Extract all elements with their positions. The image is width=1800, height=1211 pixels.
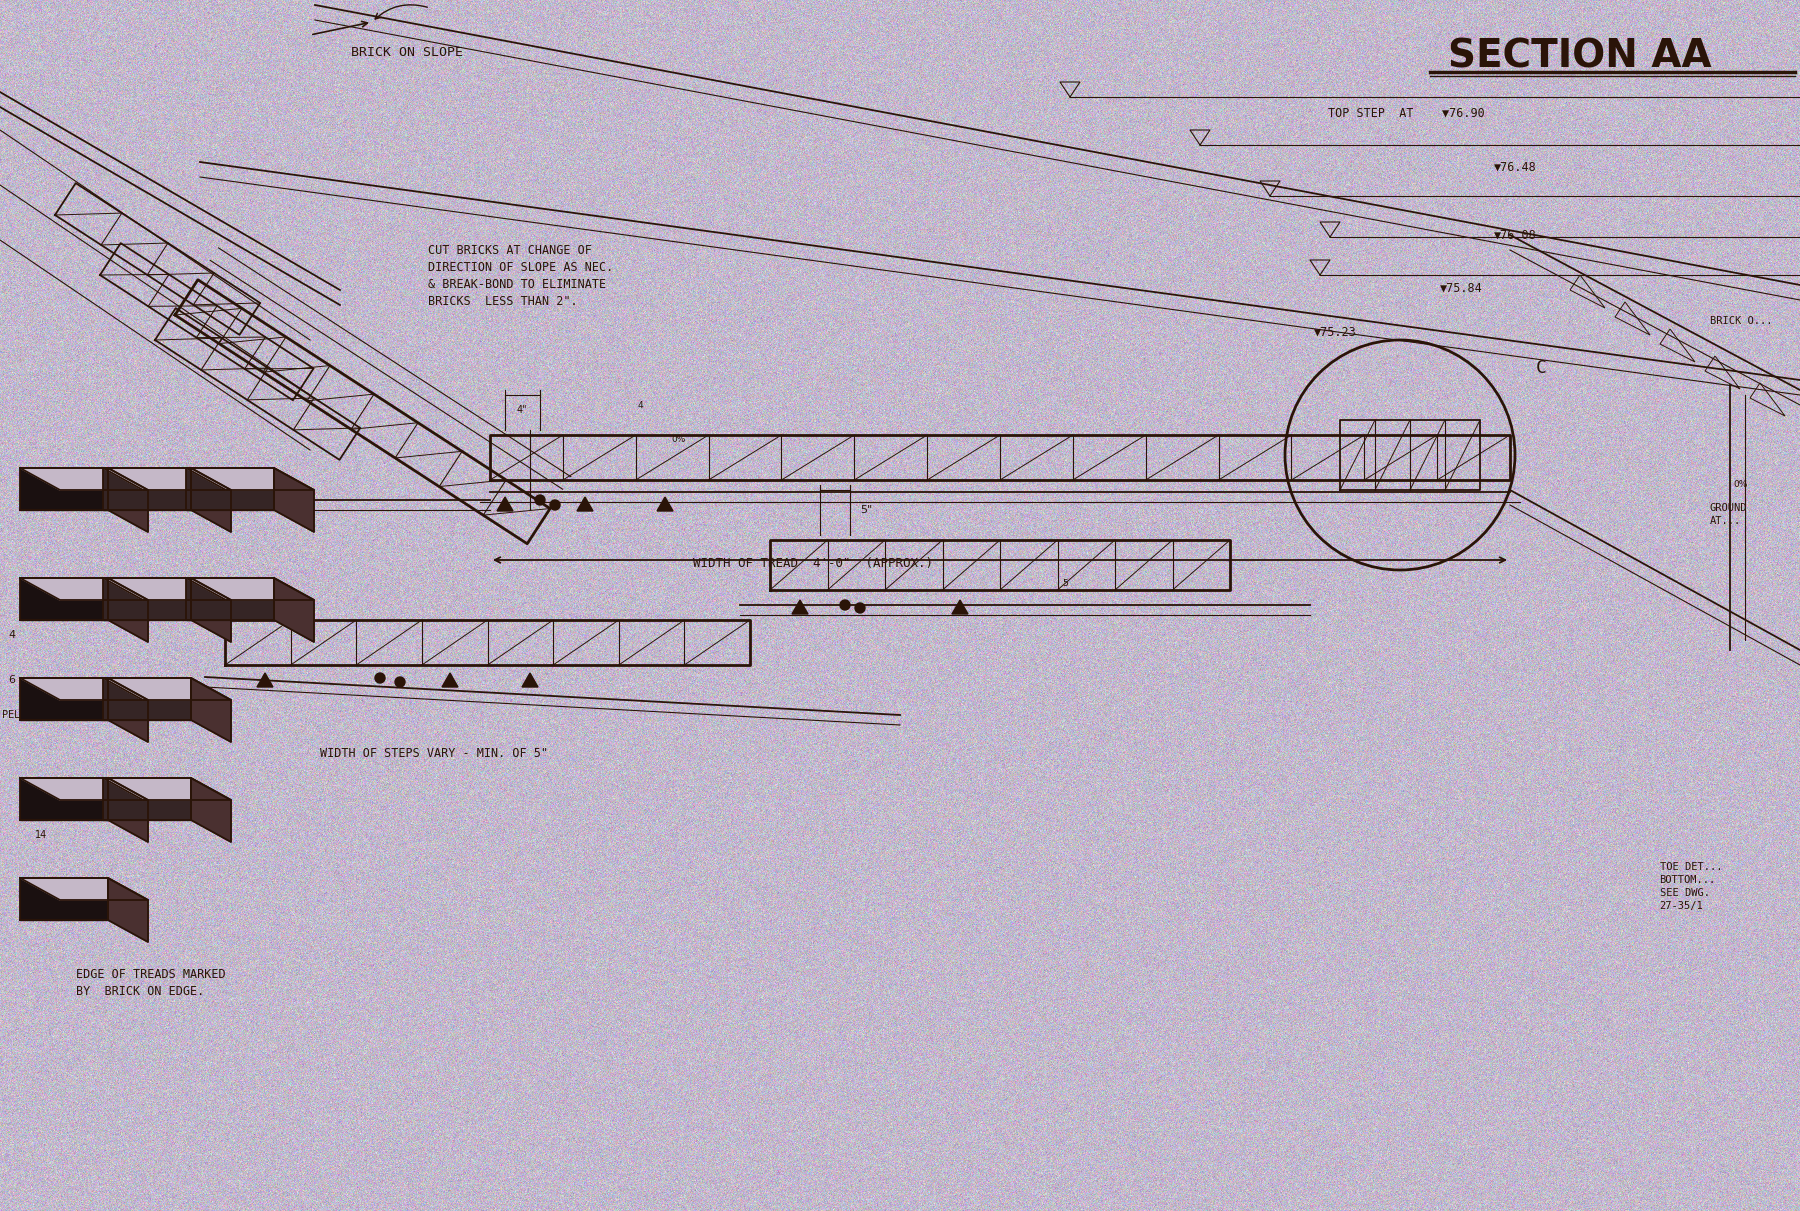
- Text: ▼76.48: ▼76.48: [1494, 161, 1537, 173]
- Text: 0%: 0%: [1733, 480, 1748, 489]
- Text: EDGE OF TREADS MARKED
BY  BRICK ON EDGE.: EDGE OF TREADS MARKED BY BRICK ON EDGE.: [76, 969, 225, 998]
- Polygon shape: [185, 578, 313, 599]
- Polygon shape: [108, 777, 148, 842]
- Polygon shape: [191, 467, 230, 532]
- Polygon shape: [108, 878, 148, 942]
- Polygon shape: [108, 578, 148, 642]
- Text: C: C: [1535, 360, 1546, 377]
- Polygon shape: [103, 578, 191, 620]
- Polygon shape: [103, 777, 191, 820]
- Polygon shape: [657, 497, 673, 511]
- Polygon shape: [578, 497, 592, 511]
- Text: 14: 14: [34, 830, 47, 840]
- Text: 5": 5": [860, 505, 873, 515]
- Polygon shape: [497, 497, 513, 511]
- Text: 0%: 0%: [671, 435, 686, 444]
- Polygon shape: [952, 599, 968, 614]
- Polygon shape: [443, 673, 457, 687]
- Polygon shape: [191, 578, 230, 642]
- Text: 4": 4": [517, 404, 527, 415]
- Polygon shape: [103, 678, 191, 721]
- Polygon shape: [108, 467, 148, 532]
- Text: 4: 4: [637, 401, 643, 411]
- Polygon shape: [103, 578, 230, 599]
- Polygon shape: [191, 678, 230, 742]
- Circle shape: [394, 677, 405, 687]
- Text: BRICK O...: BRICK O...: [1710, 316, 1773, 326]
- Polygon shape: [20, 678, 148, 700]
- Text: TOP STEP  AT    ▼76.90: TOP STEP AT ▼76.90: [1328, 107, 1485, 119]
- Circle shape: [374, 673, 385, 683]
- Text: ▼75.23: ▼75.23: [1314, 326, 1357, 338]
- Polygon shape: [792, 599, 808, 614]
- Polygon shape: [522, 673, 538, 687]
- Polygon shape: [20, 777, 148, 800]
- Polygon shape: [20, 467, 108, 510]
- Text: BRICK ON SLOPE: BRICK ON SLOPE: [351, 46, 463, 58]
- Polygon shape: [185, 467, 274, 510]
- Text: 4: 4: [7, 630, 14, 639]
- Polygon shape: [185, 578, 274, 620]
- Polygon shape: [103, 777, 230, 800]
- Polygon shape: [274, 578, 313, 642]
- Text: PEL: PEL: [2, 710, 20, 721]
- Text: TOE DET...
BOTTOM...
SEE DWG.
27-35/1: TOE DET... BOTTOM... SEE DWG. 27-35/1: [1660, 862, 1723, 911]
- Text: 6: 6: [7, 675, 14, 685]
- Text: WIDTH OF TREAD  4'-0"  (APPROX.): WIDTH OF TREAD 4'-0" (APPROX.): [693, 557, 932, 569]
- Polygon shape: [191, 777, 230, 842]
- Polygon shape: [20, 878, 148, 900]
- Text: ▼76.08: ▼76.08: [1494, 229, 1537, 241]
- Text: GROUND
AT...: GROUND AT...: [1710, 503, 1748, 527]
- Polygon shape: [274, 467, 313, 532]
- Polygon shape: [108, 678, 148, 742]
- Polygon shape: [20, 678, 108, 721]
- Circle shape: [535, 495, 545, 505]
- Polygon shape: [103, 467, 230, 490]
- Polygon shape: [257, 673, 274, 687]
- Polygon shape: [20, 578, 148, 599]
- Polygon shape: [20, 467, 148, 490]
- Polygon shape: [20, 777, 108, 820]
- Circle shape: [841, 599, 850, 610]
- Text: WIDTH OF STEPS VARY - MIN. OF 5": WIDTH OF STEPS VARY - MIN. OF 5": [320, 747, 549, 759]
- Text: 5: 5: [1062, 579, 1067, 589]
- Text: CUT BRICKS AT CHANGE OF
DIRECTION OF SLOPE AS NEC.
& BREAK-BOND TO ELIMINATE
BRI: CUT BRICKS AT CHANGE OF DIRECTION OF SLO…: [428, 245, 614, 308]
- Polygon shape: [20, 878, 108, 920]
- Circle shape: [855, 603, 866, 613]
- Polygon shape: [185, 467, 313, 490]
- Polygon shape: [20, 578, 108, 620]
- Text: ▼75.84: ▼75.84: [1440, 282, 1483, 294]
- Polygon shape: [103, 678, 230, 700]
- Text: SECTION AA: SECTION AA: [1449, 38, 1712, 76]
- Polygon shape: [103, 467, 191, 510]
- Circle shape: [551, 500, 560, 510]
